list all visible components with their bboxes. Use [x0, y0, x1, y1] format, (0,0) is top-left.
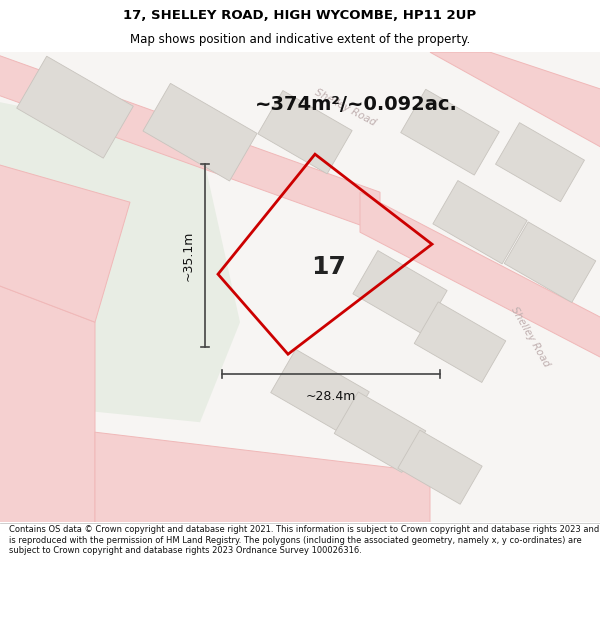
Polygon shape — [401, 89, 499, 175]
Text: 17, SHELLEY ROAD, HIGH WYCOMBE, HP11 2UP: 17, SHELLEY ROAD, HIGH WYCOMBE, HP11 2UP — [124, 9, 476, 22]
Text: ~374m²/~0.092ac.: ~374m²/~0.092ac. — [255, 94, 458, 114]
Polygon shape — [496, 122, 584, 202]
Polygon shape — [17, 56, 133, 158]
Text: ~35.1m: ~35.1m — [182, 231, 195, 281]
Polygon shape — [414, 302, 506, 382]
Polygon shape — [0, 282, 95, 527]
Text: ~28.4m: ~28.4m — [306, 390, 356, 403]
Polygon shape — [258, 91, 352, 174]
Polygon shape — [271, 349, 370, 435]
Polygon shape — [353, 251, 447, 334]
Text: 17: 17 — [311, 255, 346, 279]
Polygon shape — [398, 430, 482, 504]
Polygon shape — [360, 192, 600, 362]
Polygon shape — [433, 181, 527, 264]
Text: Shelley Road: Shelley Road — [313, 87, 377, 128]
Polygon shape — [430, 52, 600, 152]
Polygon shape — [334, 392, 426, 472]
Polygon shape — [0, 52, 380, 232]
Polygon shape — [504, 222, 596, 302]
Polygon shape — [143, 83, 257, 181]
Polygon shape — [0, 102, 240, 422]
Polygon shape — [0, 52, 600, 522]
Polygon shape — [95, 432, 430, 527]
Polygon shape — [0, 162, 130, 322]
Text: Contains OS data © Crown copyright and database right 2021. This information is : Contains OS data © Crown copyright and d… — [9, 525, 599, 555]
Text: Map shows position and indicative extent of the property.: Map shows position and indicative extent… — [130, 34, 470, 46]
Text: Shelley Road: Shelley Road — [509, 306, 551, 369]
